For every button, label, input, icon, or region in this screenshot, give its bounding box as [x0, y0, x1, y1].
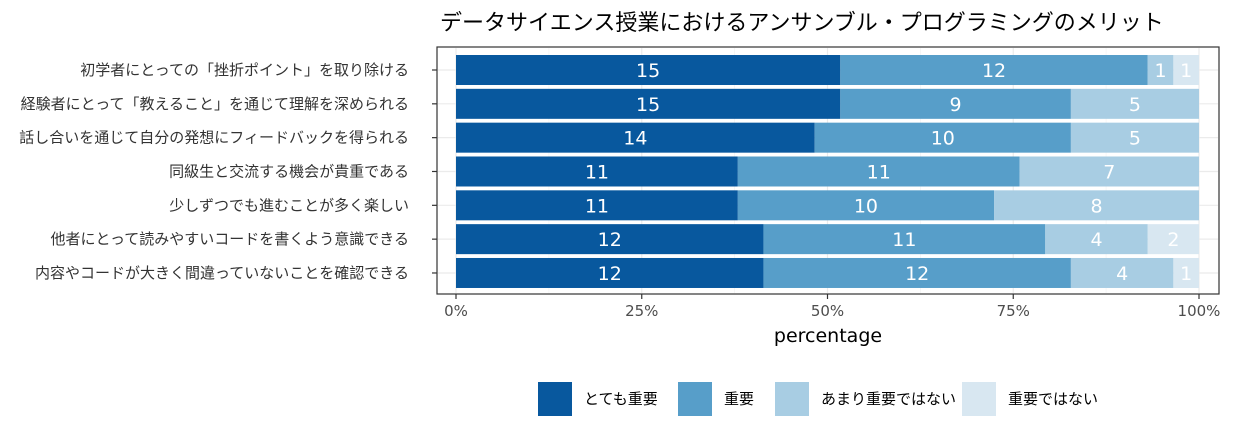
legend-swatch: [775, 382, 809, 416]
bar-value-label: 15: [636, 60, 660, 82]
category-label: 少しずつでも進むことが多く楽しい: [169, 196, 409, 214]
bar-value-label: 9: [950, 94, 962, 116]
bar-value-label: 12: [598, 229, 622, 251]
legend-label: 重要ではない: [1008, 390, 1098, 408]
bar-segment: [994, 190, 1199, 221]
legend-swatch: [538, 382, 572, 416]
bar-value-label: 2: [1167, 229, 1179, 251]
bar-value-label: 8: [1090, 195, 1102, 217]
bar-value-label: 10: [931, 128, 955, 150]
bar-segment: [840, 88, 1071, 119]
legend-label: とても重要: [584, 390, 658, 408]
bar-value-label: 11: [892, 229, 916, 251]
bar-segment: [1019, 156, 1199, 187]
bar-segment: [814, 122, 1071, 153]
bar-value-label: 5: [1129, 128, 1141, 150]
bar-value-label: 14: [623, 128, 647, 150]
bar-segment: [1070, 122, 1199, 153]
bar-segment: [763, 224, 1046, 255]
bar-segment: [456, 88, 841, 119]
bar-segment: [456, 122, 815, 153]
x-tick-label: 25%: [625, 302, 658, 320]
bar-value-label: 4: [1116, 263, 1128, 285]
category-label: 経験者にとって「教えること」を通じて理解を深められる: [21, 95, 409, 113]
legend-swatch: [962, 382, 996, 416]
bar-value-label: 1: [1155, 60, 1167, 82]
x-tick-label: 100%: [1178, 302, 1221, 320]
bar-value-label: 1: [1180, 60, 1192, 82]
category-label: 初学者にとっての「挫折ポイント」を取り除ける: [80, 61, 409, 79]
bar-segment: [1070, 88, 1199, 119]
chart-title: データサイエンス授業におけるアンサンブル・プログラミングのメリット: [440, 11, 1164, 36]
category-label: 同級生と交流する機会が貴重である: [169, 162, 409, 180]
bar-value-label: 12: [982, 60, 1006, 82]
legend-label: 重要: [724, 390, 754, 408]
legend-label: あまり重要ではない: [821, 390, 956, 408]
category-label: 話し合いを通じて自分の発想にフィードバックを得られる: [19, 129, 409, 147]
bar-segment: [1173, 257, 1199, 288]
bar-segment: [840, 55, 1148, 85]
x-axis-title: percentage: [774, 325, 882, 347]
bar-value-label: 15: [636, 94, 660, 116]
bar-value-label: 11: [867, 161, 891, 183]
bar-segment: [1070, 257, 1174, 288]
category-label: 他者にとって読みやすいコードを書くよう意識できる: [50, 230, 409, 248]
bar-segment: [456, 224, 764, 255]
bar-segment: [456, 190, 738, 221]
bar-value-label: 11: [585, 161, 609, 183]
x-tick-label: 75%: [997, 302, 1030, 320]
bar-segment: [763, 257, 1071, 288]
bar-segment: [456, 55, 841, 85]
bar-value-label: 12: [905, 263, 929, 285]
bar-value-label: 10: [854, 195, 878, 217]
bar-value-label: 12: [598, 263, 622, 285]
bar-segment: [1173, 55, 1199, 85]
bar-segment: [737, 190, 995, 221]
bar-segment: [456, 257, 764, 288]
bar-segment: [1147, 55, 1174, 85]
legend-swatch: [678, 382, 712, 416]
bar-segment: [737, 156, 1020, 187]
x-tick-label: 50%: [811, 302, 844, 320]
bar-segment: [456, 156, 738, 187]
bar-segment: [1147, 224, 1199, 255]
bar-value-label: 4: [1090, 229, 1102, 251]
x-tick-label: 0%: [444, 302, 468, 320]
bar-value-label: 5: [1129, 94, 1141, 116]
bar-value-label: 7: [1103, 161, 1115, 183]
bar-value-label: 1: [1180, 263, 1192, 285]
category-label: 内容やコードが大きく間違っていないことを確認できる: [35, 264, 409, 282]
bar-segment: [1045, 224, 1148, 255]
bar-value-label: 11: [585, 195, 609, 217]
